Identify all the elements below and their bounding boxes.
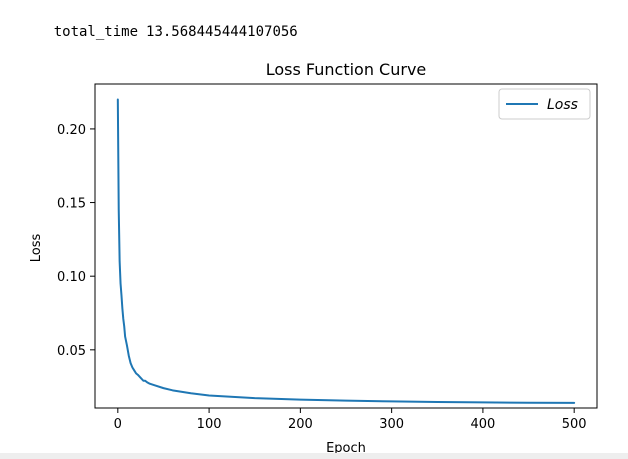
plot-area: 0 100 200 300 400 500 0.05 0.10 0.15 0.20: [57, 83, 598, 432]
x-tick-label-100: 100: [197, 417, 222, 432]
series-line-0: [116, 98, 576, 404]
y-tick-label-2: 0.15: [57, 197, 86, 212]
y-tick-label-0: 0.05: [57, 344, 86, 359]
x-tick-label-400: 400: [470, 417, 495, 432]
legend-label: Loss: [547, 97, 578, 113]
y-tick-label-3: 0.20: [57, 123, 86, 138]
plot-frame: [94, 83, 598, 409]
y-tick-label-1: 0.10: [57, 270, 86, 285]
x-tick-label-500: 500: [562, 417, 587, 432]
y-axis-label: Loss: [29, 234, 44, 263]
x-tick-label-200: 200: [288, 417, 313, 432]
total-time-value: 13.568445444107056: [146, 24, 298, 40]
chart-title: Loss Function Curve: [266, 60, 427, 79]
output-bottom-border: [0, 453, 628, 459]
legend-box: [498, 88, 591, 120]
total-time-label: total_time: [53, 24, 139, 40]
x-tick-label-0: 0: [114, 417, 122, 432]
x-axis-label: Epoch: [326, 441, 366, 456]
x-tick-label-300: 300: [379, 417, 404, 432]
total-time-output: total_time 13.568445444107056: [20, 8, 298, 56]
legend: Loss: [498, 88, 591, 120]
